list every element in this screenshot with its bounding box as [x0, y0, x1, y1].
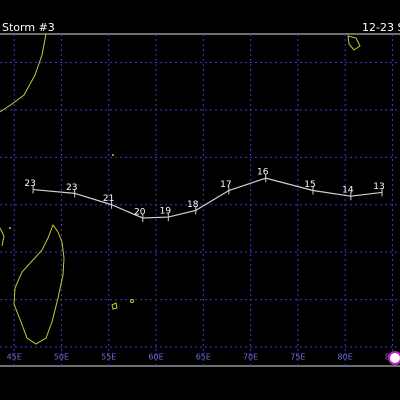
- logo: [388, 351, 400, 365]
- lon-label: 60E: [148, 353, 163, 362]
- day-label: 15: [304, 180, 315, 190]
- madagascar: [13, 223, 65, 345]
- day-label: 18: [187, 200, 199, 210]
- lon-label: 45E: [7, 353, 22, 362]
- island-dot: [112, 154, 114, 156]
- day-label: 14: [342, 186, 354, 196]
- lon-label: 55E: [101, 353, 116, 362]
- day-label: 23: [24, 179, 35, 189]
- lon-label: 80E: [338, 353, 353, 362]
- day-label: 19: [160, 207, 172, 217]
- day-label: 21: [103, 194, 114, 204]
- day-label: 16: [257, 168, 269, 178]
- track: 23 23 21 20 19 18 17 16 15 14 13: [24, 168, 385, 223]
- lon-label: 70E: [243, 353, 258, 362]
- island-dot: [9, 227, 11, 229]
- sri-lanka: [347, 35, 361, 51]
- coastlines: [0, 33, 361, 345]
- africa-coast-south: [0, 227, 5, 247]
- africa-coast: [0, 33, 47, 113]
- storm-title: Storm #3: [2, 21, 55, 34]
- day-label: 13: [373, 182, 384, 192]
- day-label: 17: [220, 180, 231, 190]
- lon-label: 75E: [290, 353, 305, 362]
- day-label: 20: [134, 208, 146, 218]
- lon-label: 50E: [54, 353, 69, 362]
- mauritius: [130, 299, 134, 303]
- lon-label: 65E: [196, 353, 211, 362]
- reunion: [111, 302, 118, 310]
- day-label: 23: [66, 183, 77, 193]
- date-label: 12-23 S: [362, 21, 400, 34]
